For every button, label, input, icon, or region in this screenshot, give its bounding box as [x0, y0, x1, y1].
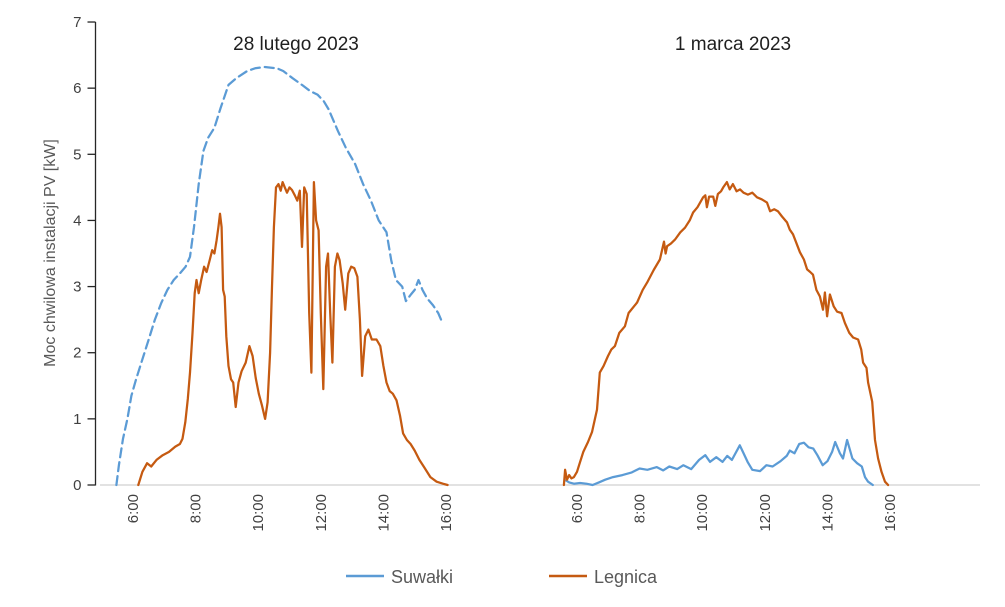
x-tick-label: 16:00 — [882, 494, 899, 532]
y-tick-label: 7 — [73, 14, 81, 31]
series-line-legnica — [137, 180, 449, 487]
x-tick-label: 14:00 — [375, 494, 392, 532]
series-line-suwaki — [564, 438, 874, 487]
x-tick-label: 8:00 — [632, 494, 649, 523]
y-tick-label: 0 — [73, 477, 81, 494]
y-tick-label: 4 — [73, 212, 81, 229]
y-tick-label: 6 — [73, 80, 81, 97]
x-tick-label: 12:00 — [757, 494, 774, 532]
legend-suwalki-label: Suwałki — [391, 567, 453, 587]
x-tick-label: 8:00 — [188, 494, 205, 523]
y-axis: 0 1 2 3 4 5 6 7 — [73, 14, 97, 494]
x-tick-label: 16:00 — [438, 494, 455, 532]
x-tick-label: 6:00 — [125, 494, 142, 523]
panel-title-right: 1 marca 2023 — [675, 34, 791, 55]
legend: Suwałki Legnica — [346, 567, 658, 587]
y-axis-title: Moc chwilowa instalacji PV [kW] — [42, 139, 59, 367]
y-tick-label: 3 — [73, 279, 81, 296]
x-tick-label: 12:00 — [313, 494, 330, 532]
legend-legnica-label: Legnica — [594, 567, 658, 587]
y-tick-label: 2 — [73, 345, 81, 362]
x-tick-label: 6:00 — [569, 494, 586, 523]
x-tick-label: 14:00 — [819, 494, 836, 532]
x-axis-labels: 6:00 8:00 10:00 12:00 14:00 16:00 6:00 8:00 10:0… — [125, 494, 899, 532]
y-tick-label: 5 — [73, 146, 81, 163]
series-line-legnica — [562, 180, 890, 487]
panel-title-left: 28 lutego 2023 — [233, 34, 359, 55]
series-line-suwaki — [115, 65, 444, 487]
x-tick-label: 10:00 — [694, 494, 711, 532]
series-lines — [115, 65, 890, 487]
x-tick-label: 10:00 — [250, 494, 267, 532]
y-tick-label: 1 — [73, 411, 81, 428]
